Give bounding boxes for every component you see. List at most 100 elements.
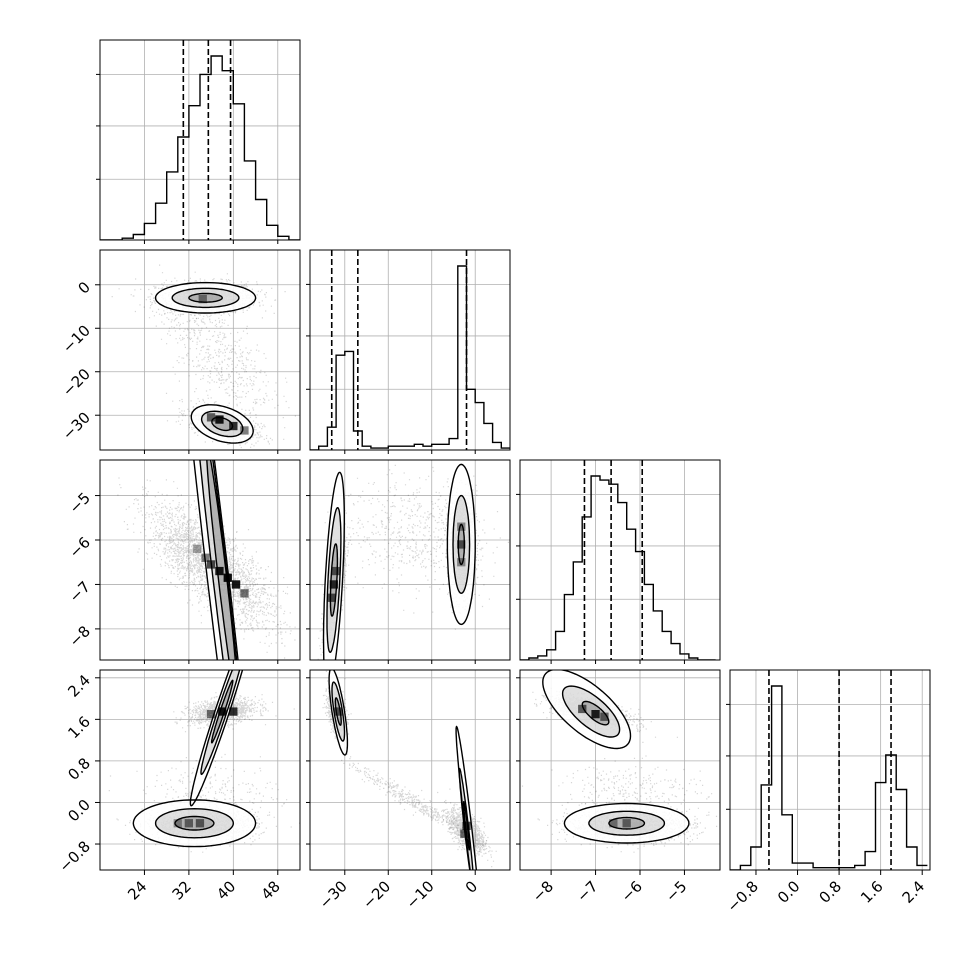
histogram-step-2 bbox=[520, 475, 716, 660]
contour-line bbox=[588, 810, 666, 836]
density-cell bbox=[457, 540, 466, 549]
pair-content bbox=[108, 670, 300, 853]
density-cell bbox=[229, 707, 238, 716]
density-cell bbox=[218, 707, 227, 716]
panel-hist-r1-c1 bbox=[306, 249, 511, 451]
contour-line bbox=[334, 697, 342, 726]
pair-content bbox=[117, 460, 296, 660]
contour-line bbox=[329, 543, 339, 617]
density-cell bbox=[195, 819, 205, 828]
density-cell bbox=[327, 593, 336, 602]
y-tick-label: −30 bbox=[59, 408, 94, 443]
density-cell bbox=[184, 819, 193, 828]
contour-line bbox=[542, 670, 632, 750]
x-tick-label: −8 bbox=[529, 877, 557, 905]
y-tick-label: −10 bbox=[59, 322, 94, 357]
x-axis-2: −8 −7 −6 −5 bbox=[529, 870, 690, 906]
histogram-step-3 bbox=[730, 685, 928, 870]
panel-hist-r0-c0 bbox=[96, 39, 301, 241]
density-cell bbox=[215, 415, 224, 424]
pair-content bbox=[322, 670, 497, 870]
y-tick-label: −6 bbox=[66, 533, 94, 561]
x-tick-label: 32 bbox=[169, 877, 195, 903]
density-cell bbox=[622, 819, 631, 828]
y-tick-label: −0.8 bbox=[56, 837, 94, 875]
panel-pair-r2-c1 bbox=[309, 459, 511, 661]
contour-line bbox=[171, 287, 240, 309]
panel-border bbox=[309, 459, 511, 661]
contour-line bbox=[563, 802, 690, 844]
density-cell bbox=[215, 566, 224, 576]
panel-border bbox=[99, 669, 301, 871]
contour-fill bbox=[155, 282, 256, 313]
y-axis-3: −0.8 0.0 0.8 1.6 2.4 bbox=[56, 671, 520, 876]
density-cell bbox=[462, 821, 471, 830]
x-axis-1: −30 −20 −10 0 bbox=[316, 870, 481, 912]
contour-fill bbox=[323, 472, 345, 660]
x-tick-label: −30 bbox=[316, 877, 351, 912]
contour-line bbox=[210, 679, 234, 744]
density-cell bbox=[231, 580, 241, 589]
contour-line bbox=[458, 767, 474, 870]
x-tick-label: −10 bbox=[403, 877, 438, 912]
y-tick-label: 2.4 bbox=[64, 671, 94, 701]
panel-pair-r1-c0 bbox=[99, 249, 301, 451]
contour-line bbox=[455, 725, 478, 870]
y-tick-label: 0.8 bbox=[64, 754, 94, 784]
scatter-points bbox=[324, 464, 509, 614]
contour-fill bbox=[327, 507, 341, 653]
density-cell bbox=[609, 819, 618, 828]
x-tick-label: 40 bbox=[213, 877, 239, 903]
panel-pair-r3-c1 bbox=[309, 669, 511, 871]
pair-content bbox=[111, 264, 296, 449]
diag-x-ticks-2 bbox=[550, 660, 685, 664]
contour-line bbox=[154, 281, 257, 314]
density-cell bbox=[198, 295, 207, 304]
density-cell bbox=[240, 589, 249, 598]
density-cell bbox=[206, 413, 216, 422]
y-tick-label: 0.0 bbox=[64, 796, 94, 826]
contour-line bbox=[331, 681, 346, 742]
diag-x-ticks-0 bbox=[143, 240, 279, 244]
x-axis-0: 24 32 40 48 bbox=[124, 870, 284, 904]
contour-line bbox=[211, 416, 234, 432]
y-axis-1: −30 −20 −10 0 bbox=[59, 278, 100, 444]
x-tick-label: −0.8 bbox=[723, 877, 761, 915]
x-tick-label: −5 bbox=[662, 877, 690, 905]
histogram-step-0 bbox=[100, 55, 300, 240]
density-cell bbox=[578, 704, 587, 714]
panel-border bbox=[99, 249, 301, 451]
panel-border bbox=[729, 669, 931, 871]
scatter-points bbox=[117, 477, 296, 659]
contour-line bbox=[446, 463, 476, 626]
pair-x-ticks bbox=[344, 660, 476, 664]
contour-line bbox=[200, 410, 244, 438]
contour-fill bbox=[155, 808, 234, 838]
panel-hist-r3-c3 bbox=[726, 669, 931, 871]
panel-border bbox=[519, 459, 721, 661]
x-tick-label: 0.0 bbox=[774, 877, 804, 907]
contour-fill bbox=[542, 670, 631, 749]
pair-x-ticks bbox=[143, 450, 279, 454]
panel-pair-r3-c2 bbox=[519, 669, 721, 871]
contour-fill bbox=[172, 288, 239, 308]
contour-line bbox=[132, 799, 257, 848]
contour-line bbox=[206, 460, 236, 660]
pair-content bbox=[521, 670, 718, 853]
contour-fill bbox=[191, 404, 254, 444]
x-tick-label: 1.6 bbox=[857, 877, 887, 907]
panel-pair-r3-c0 bbox=[99, 669, 301, 871]
pair-x-ticks bbox=[143, 660, 279, 664]
contour-line bbox=[190, 404, 254, 444]
panel-pair-r2-c0 bbox=[99, 459, 301, 661]
scatter-points bbox=[341, 753, 497, 852]
density-cell bbox=[457, 558, 466, 567]
x-tick-label: 48 bbox=[258, 877, 284, 903]
density-cell bbox=[240, 426, 249, 435]
density-cell bbox=[600, 712, 609, 721]
contour-line bbox=[561, 685, 621, 738]
contour-fill bbox=[456, 726, 477, 870]
panel-border bbox=[99, 39, 301, 241]
contour-line bbox=[200, 670, 241, 776]
panel-border bbox=[519, 669, 721, 871]
